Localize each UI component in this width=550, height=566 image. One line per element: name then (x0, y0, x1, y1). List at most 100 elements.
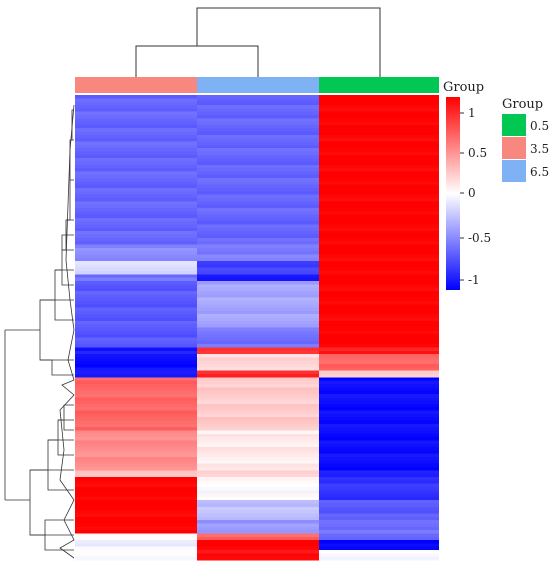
heatmap-cell (75, 254, 197, 259)
colorbar-tick-label: 0 (468, 186, 476, 200)
heatmap-cell (197, 151, 319, 156)
heatmap-cell (197, 231, 319, 236)
heatmap-cell (319, 383, 439, 388)
heatmap-cell (319, 114, 439, 119)
heatmap-cell (75, 377, 197, 382)
heatmap-cell (319, 486, 439, 491)
heatmap-cell (197, 194, 319, 199)
heatmap-cell (75, 271, 197, 275)
heatmap-cell (75, 314, 197, 319)
heatmap-cell (319, 324, 439, 329)
heatmap-cell (75, 297, 197, 302)
heatmap-cell (319, 261, 439, 265)
heatmap-cell (197, 207, 319, 212)
heatmap-cell (197, 443, 319, 448)
heatmap-cell (319, 337, 439, 342)
heatmap-cell (319, 364, 439, 368)
heatmap-cell (319, 158, 439, 163)
heatmap-cell (197, 141, 319, 146)
heatmap-cell (319, 111, 439, 116)
heatmap-cell (319, 543, 439, 548)
heatmap-cell (319, 430, 439, 435)
heatmap-cell (319, 271, 439, 275)
heatmap-cell (319, 214, 439, 219)
heatmap-cell (197, 370, 319, 375)
heatmap-cell (197, 377, 319, 382)
heatmap-cell (75, 450, 197, 455)
heatmap-cell (197, 450, 319, 455)
heatmap-cell (75, 536, 197, 541)
heatmap-cells (75, 95, 439, 561)
heatmap-cell (197, 344, 319, 349)
heatmap-cell (319, 304, 439, 309)
group-cell-0-5 (319, 77, 439, 93)
heatmap-cell (319, 470, 439, 475)
heatmap-cell (75, 400, 197, 405)
heatmap-cell (197, 184, 319, 189)
heatmap-cell (319, 453, 439, 458)
heatmap-cell (319, 320, 439, 325)
row-dendrogram (4, 104, 75, 559)
colorbar-tick-label: 1 (468, 106, 476, 120)
heatmap-cell (319, 367, 439, 372)
heatmap-cell (319, 317, 439, 322)
heatmap-cell (319, 520, 439, 525)
heatmap-cell (197, 520, 319, 525)
heatmap-cell (75, 141, 197, 146)
heatmap-cell (319, 443, 439, 448)
heatmap-cell (75, 337, 197, 342)
heatmap-cell (319, 224, 439, 229)
heatmap-cell (319, 191, 439, 196)
heatmap-cell (197, 327, 319, 332)
heatmap-cell (197, 393, 319, 398)
heatmap-cell (197, 380, 319, 385)
heatmap-cell (75, 188, 197, 192)
heatmap-cell (197, 234, 319, 239)
heatmap-cell (319, 374, 439, 378)
heatmap-cell (75, 191, 197, 196)
heatmap-cell (197, 158, 319, 163)
heatmap-cell (319, 540, 439, 544)
heatmap-cell (75, 287, 197, 292)
heatmap-cell (319, 188, 439, 192)
heatmap-cell (319, 550, 439, 554)
heatmap-cell (319, 447, 439, 451)
heatmap-cell (319, 237, 439, 242)
heatmap-cell (197, 264, 319, 269)
column-group-bar (75, 77, 439, 93)
heatmap-cell (75, 530, 197, 535)
heatmap-cell (197, 214, 319, 219)
heatmap-cell (75, 231, 197, 236)
heatmap-cell (75, 500, 197, 505)
legend-label-0-5: 0.5 (530, 119, 549, 133)
heatmap-cell (75, 264, 197, 269)
heatmap-cell (197, 174, 319, 179)
heatmap-cell (197, 274, 319, 279)
heatmap-cell (75, 556, 197, 561)
heatmap-cell (319, 297, 439, 302)
heatmap-cell (319, 417, 439, 422)
heatmap-cell (197, 154, 319, 159)
heatmap-cell (197, 134, 319, 139)
heatmap-cell (197, 536, 319, 541)
heatmap-cell (197, 334, 319, 339)
heatmap-cell (319, 530, 439, 535)
heatmap-cell (197, 281, 319, 285)
heatmap-cell (75, 201, 197, 206)
heatmap-cell (75, 290, 197, 295)
heatmap-cell (75, 440, 197, 445)
heatmap-cell (197, 473, 319, 478)
heatmap-cell (319, 310, 439, 315)
heatmap-cell (319, 423, 439, 428)
heatmap-cell (75, 453, 197, 458)
heatmap-cell (319, 330, 439, 335)
heatmap-cell (319, 254, 439, 259)
heatmap-cell (197, 314, 319, 319)
heatmap-cell (319, 241, 439, 246)
heatmap-cell (75, 95, 197, 99)
group-annotation-label: Group (443, 80, 484, 95)
heatmap-cell (319, 460, 439, 465)
heatmap-cell (319, 420, 439, 425)
group-cell-6-5 (197, 77, 319, 93)
